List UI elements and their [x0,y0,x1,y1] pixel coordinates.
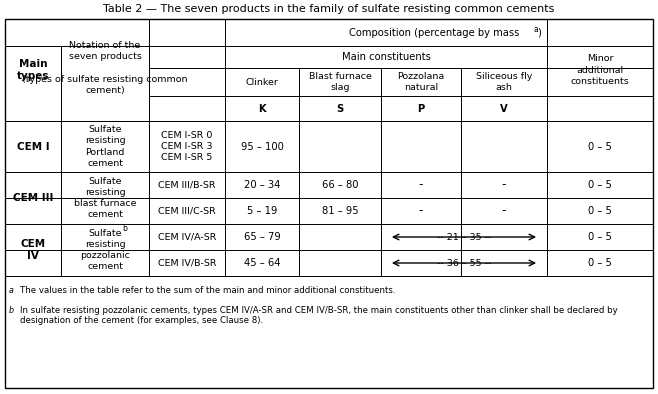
Text: The values in the table refer to the sum of the main and minor additional consti: The values in the table refer to the sum… [20,286,395,295]
Text: -- 21 – 35 --: -- 21 – 35 -- [437,232,491,242]
Text: 5 – 19: 5 – 19 [247,206,277,216]
Text: b: b [122,224,127,233]
Text: Blast furnace
slag: Blast furnace slag [309,72,371,92]
Text: Minor
additional
constituents: Minor additional constituents [570,54,629,85]
Text: Pozzolana
natural: Pozzolana natural [397,72,445,92]
Text: 95 – 100: 95 – 100 [241,141,284,152]
Text: -: - [502,204,506,217]
Text: Clinker: Clinker [245,78,278,87]
Text: Notation of the
seven products

(types of sulfate resisting common
cement): Notation of the seven products (types of… [22,41,188,95]
Text: In sulfate resisting pozzolanic cements, types CEM IV/A-SR and CEM IV/B-SR, the : In sulfate resisting pozzolanic cements,… [20,306,618,325]
Text: ): ) [537,28,541,37]
Text: 66 – 80: 66 – 80 [322,180,358,190]
Text: a: a [533,25,538,34]
Text: -: - [418,204,423,217]
Text: 65 – 79: 65 – 79 [243,232,280,242]
Text: P: P [417,104,424,113]
Text: -: - [418,178,423,191]
Text: Main constituents: Main constituents [342,52,430,62]
Text: Sulfate
resisting
pozzolanic
cement: Sulfate resisting pozzolanic cement [80,229,130,271]
Text: S: S [336,104,343,113]
Text: a: a [9,286,14,295]
Text: 0 – 5: 0 – 5 [588,141,612,152]
Text: CEM IV/B-SR: CEM IV/B-SR [158,258,216,268]
Text: -- 36 – 55 --: -- 36 – 55 -- [437,258,491,268]
Text: Table 2 — The seven products in the family of sulfate resisting common cements: Table 2 — The seven products in the fami… [103,4,555,14]
Text: CEM IV/A-SR: CEM IV/A-SR [158,232,216,242]
Text: Sulfate
resisting
Portland
cement: Sulfate resisting Portland cement [85,125,125,168]
Text: 81 – 95: 81 – 95 [322,206,359,216]
Text: 0 – 5: 0 – 5 [588,206,612,216]
Text: V: V [500,104,508,113]
Text: CEM I-SR 0
CEM I-SR 3
CEM I-SR 5: CEM I-SR 0 CEM I-SR 3 CEM I-SR 5 [161,131,213,162]
Text: Siliceous fly
ash: Siliceous fly ash [476,72,532,92]
Text: CEM III/C-SR: CEM III/C-SR [158,206,216,216]
Text: 0 – 5: 0 – 5 [588,232,612,242]
Text: -: - [502,178,506,191]
Text: CEM III: CEM III [13,193,53,203]
Text: b: b [9,306,14,315]
Text: K: K [258,104,266,113]
Text: 0 – 5: 0 – 5 [588,180,612,190]
Text: 0 – 5: 0 – 5 [588,258,612,268]
Text: Composition (percentage by mass: Composition (percentage by mass [349,28,519,37]
Text: Sulfate
resisting
blast furnace
cement: Sulfate resisting blast furnace cement [74,177,136,219]
Text: CEM I: CEM I [16,141,49,152]
Text: CEM III/B-SR: CEM III/B-SR [159,180,216,190]
Text: 20 – 34: 20 – 34 [244,180,280,190]
Text: 45 – 64: 45 – 64 [243,258,280,268]
Text: CEM
IV: CEM IV [20,239,45,261]
Text: Main
types: Main types [16,59,49,81]
